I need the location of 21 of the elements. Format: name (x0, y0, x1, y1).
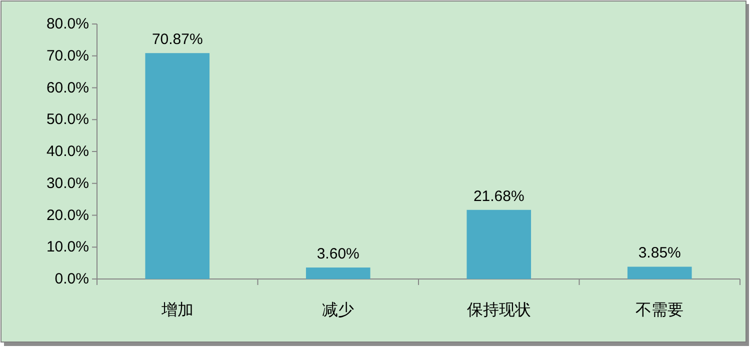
y-tick-label: 50.0% (46, 111, 89, 128)
data-label: 21.68% (473, 188, 524, 205)
data-label: 3.60% (316, 246, 360, 263)
y-tick-label: 40.0% (46, 143, 89, 160)
data-label: 3.85% (638, 244, 681, 262)
y-tick-label: 0.0% (54, 270, 89, 288)
y-tick-label: 80.0% (46, 16, 89, 32)
y-tick-label: 30.0% (46, 174, 89, 192)
data-label: 70.87% (152, 31, 203, 48)
y-tick-label: 20.0% (46, 206, 89, 224)
bar (627, 266, 692, 279)
bar (145, 53, 210, 279)
bar (466, 210, 532, 279)
x-tick-label: 减少 (322, 301, 354, 319)
x-tick-label: 增加 (160, 301, 194, 319)
y-tick-label: 60.0% (46, 79, 89, 96)
y-tick-label: 70.0% (46, 47, 89, 64)
x-tick-label: 保持现状 (466, 301, 531, 319)
bar (306, 268, 370, 279)
y-tick-label: 10.0% (46, 238, 89, 256)
x-tick-label: 不需要 (636, 302, 684, 319)
